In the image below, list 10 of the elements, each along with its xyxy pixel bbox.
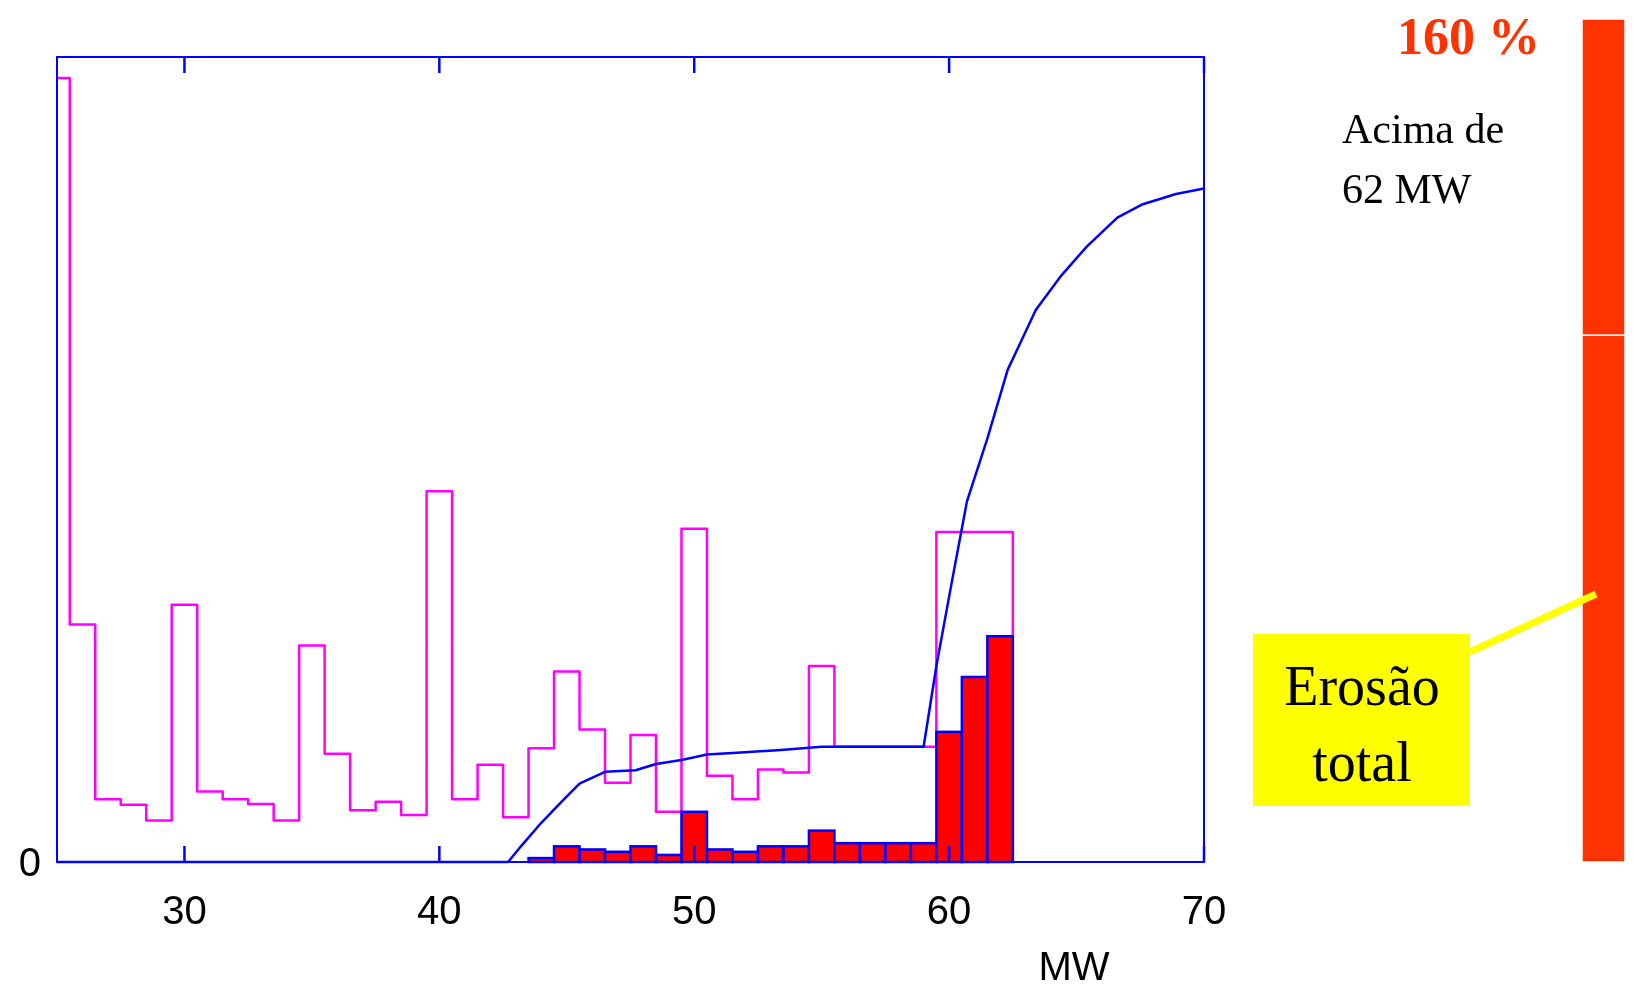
text: 0 (18, 840, 41, 884)
x-tick-label: 40 (417, 888, 462, 932)
x-tick-label: 60 (926, 888, 972, 932)
x-tick-label: 50 (671, 888, 717, 932)
x-tick-label: 30 (162, 888, 207, 932)
text: Acima de 62 MW (1342, 106, 1505, 212)
chart-title: 160 % (1397, 8, 1540, 65)
x-axis-title: MW (1038, 944, 1110, 988)
x-tick-label: 70 (1181, 888, 1227, 932)
text: Erosão total (1284, 655, 1440, 793)
